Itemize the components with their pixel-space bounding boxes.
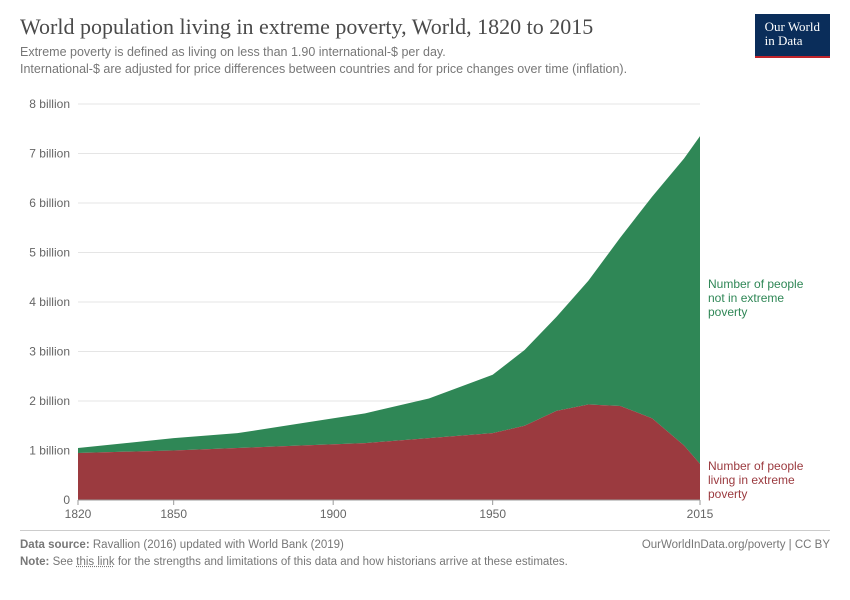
x-tick-label: 2015 [687,507,714,521]
chart-area: 0 1 billion 2 billion 3 billion 4 billion 5 b… [20,94,830,524]
series-label-not-in-poverty: Number of people [708,277,804,291]
series-label-in-poverty: living in extreme [708,473,795,487]
series-label-not-in-poverty: not in extreme [708,291,784,305]
note-suffix: for the strengths and limitations of thi… [115,556,568,568]
logo-line-2: in Data [765,34,820,48]
source-text: Ravallion (2016) updated with World Bank… [93,539,344,551]
y-tick-label: 1 billion [29,443,70,457]
note-link[interactable]: this link [76,556,114,568]
x-tick-label: 1900 [320,507,347,521]
y-tick-label: 6 billion [29,196,70,210]
x-tick-label: 1950 [479,507,506,521]
y-tick-label: 2 billion [29,394,70,408]
y-tick-label: 8 billion [29,97,70,111]
footer: Data source: Ravallion (2016) updated wi… [20,530,830,572]
subtitle-line-2: International-$ are adjusted for price d… [20,61,627,78]
y-tick-label: 7 billion [29,146,70,160]
page-title: World population living in extreme pover… [20,14,627,40]
attribution-block: OurWorldInData.org/poverty | CC BY [642,537,830,572]
source-label: Data source: [20,539,90,551]
y-tick-label: 3 billion [29,344,70,358]
stacked-area-chart: 0 1 billion 2 billion 3 billion 4 billion 5 b… [20,94,830,524]
owid-logo: Our World in Data [755,14,830,58]
note-label: Note: [20,556,49,568]
note-prefix: See [53,556,77,568]
series-label-in-poverty: poverty [708,487,747,501]
attribution-link: OurWorldInData.org/poverty [642,539,786,551]
y-tick-label: 4 billion [29,295,70,309]
series-label-in-poverty: Number of people [708,459,804,473]
x-tick-label: 1850 [160,507,187,521]
y-tick-label: 0 [63,493,70,507]
y-tick-label: 5 billion [29,245,70,259]
x-tick-label: 1820 [65,507,92,521]
series-label-not-in-poverty: poverty [708,305,747,319]
logo-line-1: Our World [765,20,820,34]
subtitle-line-1: Extreme poverty is defined as living on … [20,44,627,61]
license: CC BY [795,539,830,551]
